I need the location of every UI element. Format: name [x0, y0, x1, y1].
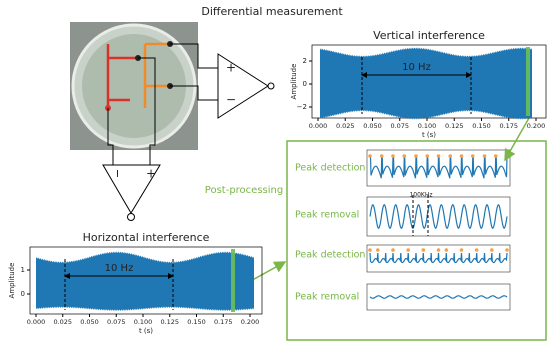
- x-tick-label: 0.075: [390, 122, 409, 130]
- peak-marker: [376, 248, 380, 252]
- peak-marker: [368, 154, 372, 158]
- x-tick-label: 0.025: [336, 122, 355, 130]
- x-tick-label: 0.100: [134, 318, 153, 326]
- x-tick-label: 0.050: [80, 318, 99, 326]
- signal: [369, 295, 508, 299]
- peak-marker: [470, 154, 475, 158]
- step-label: Peak detection: [295, 250, 365, 261]
- peak-marker: [459, 248, 464, 252]
- minus-label: −: [226, 93, 236, 107]
- op-amp: [102, 164, 161, 214]
- step-label: Peak removal: [295, 292, 359, 303]
- x-tick-label: 0.075: [107, 318, 126, 326]
- y-tick-label: 2: [303, 57, 307, 65]
- post-processing-label: Post-processing: [205, 185, 283, 196]
- wire: [170, 43, 218, 101]
- plot-frame: [311, 44, 547, 119]
- peak-marker: [425, 154, 430, 158]
- peak-marker: [482, 154, 487, 158]
- annotation: 100KHz: [409, 192, 432, 199]
- plus-label: +: [226, 61, 236, 75]
- figure-title: Differential measurement: [201, 5, 343, 18]
- annotation: 10 Hz: [402, 62, 431, 73]
- signal: [369, 252, 508, 264]
- highlight-bar: [526, 47, 530, 116]
- plus-label: +: [146, 167, 156, 181]
- chart-title: Horizontal interference: [83, 231, 210, 244]
- annotation: 10 Hz: [105, 263, 134, 274]
- y-axis-label: Amplitude: [8, 263, 16, 299]
- waveform: [36, 251, 254, 311]
- arrow: [504, 117, 530, 162]
- x-tick-label: 0.175: [499, 122, 518, 130]
- plot-frame: [29, 246, 263, 315]
- x-tick-label: 0.000: [309, 122, 328, 130]
- x-tick-label: 0.175: [214, 318, 233, 326]
- peak-marker: [391, 154, 395, 158]
- x-tick-label: 0.200: [527, 122, 546, 130]
- x-tick-label: 0.150: [472, 122, 491, 130]
- waveform: [320, 47, 532, 120]
- x-tick-label: 0.125: [445, 122, 464, 130]
- peak-marker: [436, 154, 441, 158]
- peak-marker: [490, 248, 494, 252]
- peak-marker: [459, 154, 464, 158]
- chart-title: Vertical interference: [373, 29, 485, 42]
- peak-marker: [414, 154, 418, 158]
- peak-marker: [474, 248, 479, 252]
- peak-marker: [421, 248, 426, 252]
- x-axis-label: t (s): [422, 131, 436, 139]
- peak-marker: [368, 248, 372, 252]
- peak-marker: [391, 248, 395, 252]
- y-tick-label: 0: [21, 290, 25, 298]
- peak-marker: [505, 248, 509, 252]
- y-tick-label: 0: [303, 80, 307, 88]
- peak-marker: [493, 154, 498, 158]
- x-tick-label: 0.025: [53, 318, 72, 326]
- peak-marker: [406, 248, 410, 252]
- peak-marker: [444, 248, 449, 252]
- peak-marker: [379, 154, 384, 158]
- minus-label: I: [116, 169, 119, 180]
- x-tick-label: 0.200: [241, 318, 260, 326]
- y-axis-label: Amplitude: [290, 64, 298, 100]
- step-label: Peak removal: [295, 210, 359, 221]
- op-amp-output: [127, 213, 135, 221]
- peak-marker: [448, 154, 453, 158]
- op-amp-output: [267, 82, 275, 90]
- op-amp: [217, 53, 269, 119]
- y-tick-label: −2: [297, 103, 307, 111]
- x-tick-label: 0.050: [363, 122, 382, 130]
- x-tick-label: 0.125: [160, 318, 179, 326]
- peak-marker: [402, 154, 407, 158]
- x-tick-label: 0.000: [27, 318, 46, 326]
- wire: [107, 57, 156, 165]
- x-tick-label: 0.100: [418, 122, 437, 130]
- x-tick-label: 0.150: [187, 318, 206, 326]
- post-processing-box: [286, 140, 547, 341]
- peak-marker: [436, 248, 441, 252]
- y-tick-label: 1: [21, 266, 25, 274]
- highlight-bar: [231, 249, 235, 312]
- signal: [369, 204, 508, 229]
- x-axis-label: t (s): [139, 327, 153, 335]
- step-label: Peak detection: [295, 163, 365, 174]
